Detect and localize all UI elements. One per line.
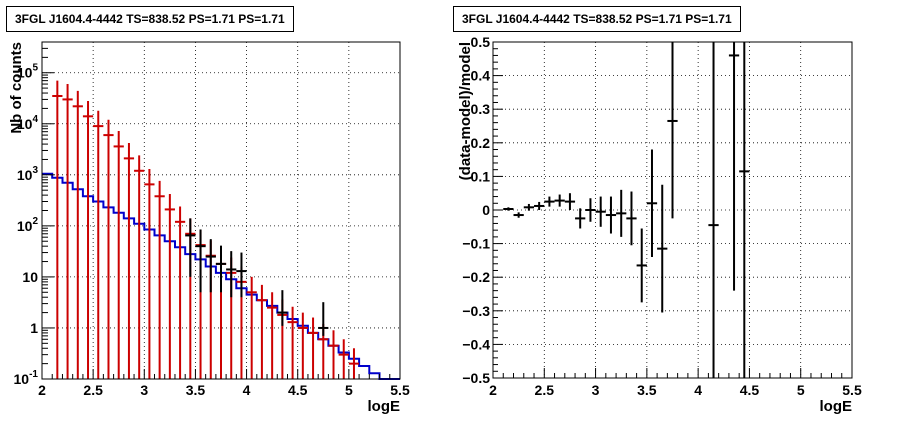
right-chart-title: 3FGL J1604.4-4442 TS=838.52 PS=1.71 PS=1… <box>453 6 741 32</box>
right-x-tick-label: 4 <box>694 382 702 398</box>
right-y-tick-label: −0.3 <box>462 303 490 319</box>
left-x-tick-label: 3.5 <box>186 382 206 398</box>
left-y-tick-exponent: 4 <box>32 114 38 125</box>
right-x-tick-label: 5.5 <box>842 382 862 398</box>
left-y-axis-label: Nb of counts <box>8 42 25 134</box>
data-points-group <box>185 218 329 336</box>
right-x-tick-label: 4.5 <box>740 382 760 398</box>
left-x-axis-label: logE <box>368 398 401 415</box>
right-x-tick-label: 2 <box>489 382 497 398</box>
left-y-tick-label: 10 <box>22 269 38 285</box>
right-y-tick-label: 0.3 <box>471 101 491 117</box>
left-y-tick-label: 103 <box>17 165 39 183</box>
right-y-tick-label: −0.5 <box>462 370 490 386</box>
right-x-tick-label: 3.5 <box>637 382 657 398</box>
right-y-tick-label: 0.2 <box>471 135 491 151</box>
left-chart-title: 3FGL J1604.4-4442 TS=838.52 PS=1.71 PS=1… <box>6 6 294 32</box>
left-x-tick-label: 4 <box>243 382 251 398</box>
left-y-tick-label: 10-1 <box>14 369 39 387</box>
left-y-tick-exponent: 5 <box>32 63 38 74</box>
left-y-tick-label: 1 <box>30 320 38 336</box>
right-y-tick-label: 0.1 <box>471 168 491 184</box>
right-y-tick-label: −0.2 <box>462 269 490 285</box>
right-x-axis-label: logE <box>820 398 853 415</box>
left-x-tick-label: 3 <box>140 382 148 398</box>
right-y-tick-label: −0.1 <box>462 236 490 252</box>
right-y-tick-label: 0.5 <box>471 34 491 50</box>
right-x-tick-label: 3 <box>592 382 600 398</box>
residual-points-group <box>503 42 750 378</box>
left-grid <box>42 42 400 379</box>
left-y-tick-exponent: 2 <box>32 216 38 227</box>
left-x-tick-label: 2 <box>38 382 46 398</box>
right-y-axis-label: (data-model)/model <box>457 42 474 180</box>
right-x-tick-label: 5 <box>797 382 805 398</box>
left-x-tick-label: 4.5 <box>288 382 308 398</box>
right-x-tick-label: 2.5 <box>535 382 555 398</box>
left-x-tick-label: 5.5 <box>390 382 410 398</box>
left-x-tick-label: 5 <box>345 382 353 398</box>
left-y-tick-exponent: 3 <box>32 165 38 176</box>
right-y-tick-label: −0.4 <box>462 336 490 352</box>
left-y-tick-exponent: -1 <box>29 369 38 380</box>
left-y-tick-label: 102 <box>17 216 39 234</box>
right-y-tick-label: 0.4 <box>471 68 491 84</box>
left-x-tick-label: 2.5 <box>83 382 103 398</box>
right-y-tick-label: 0 <box>482 202 490 218</box>
